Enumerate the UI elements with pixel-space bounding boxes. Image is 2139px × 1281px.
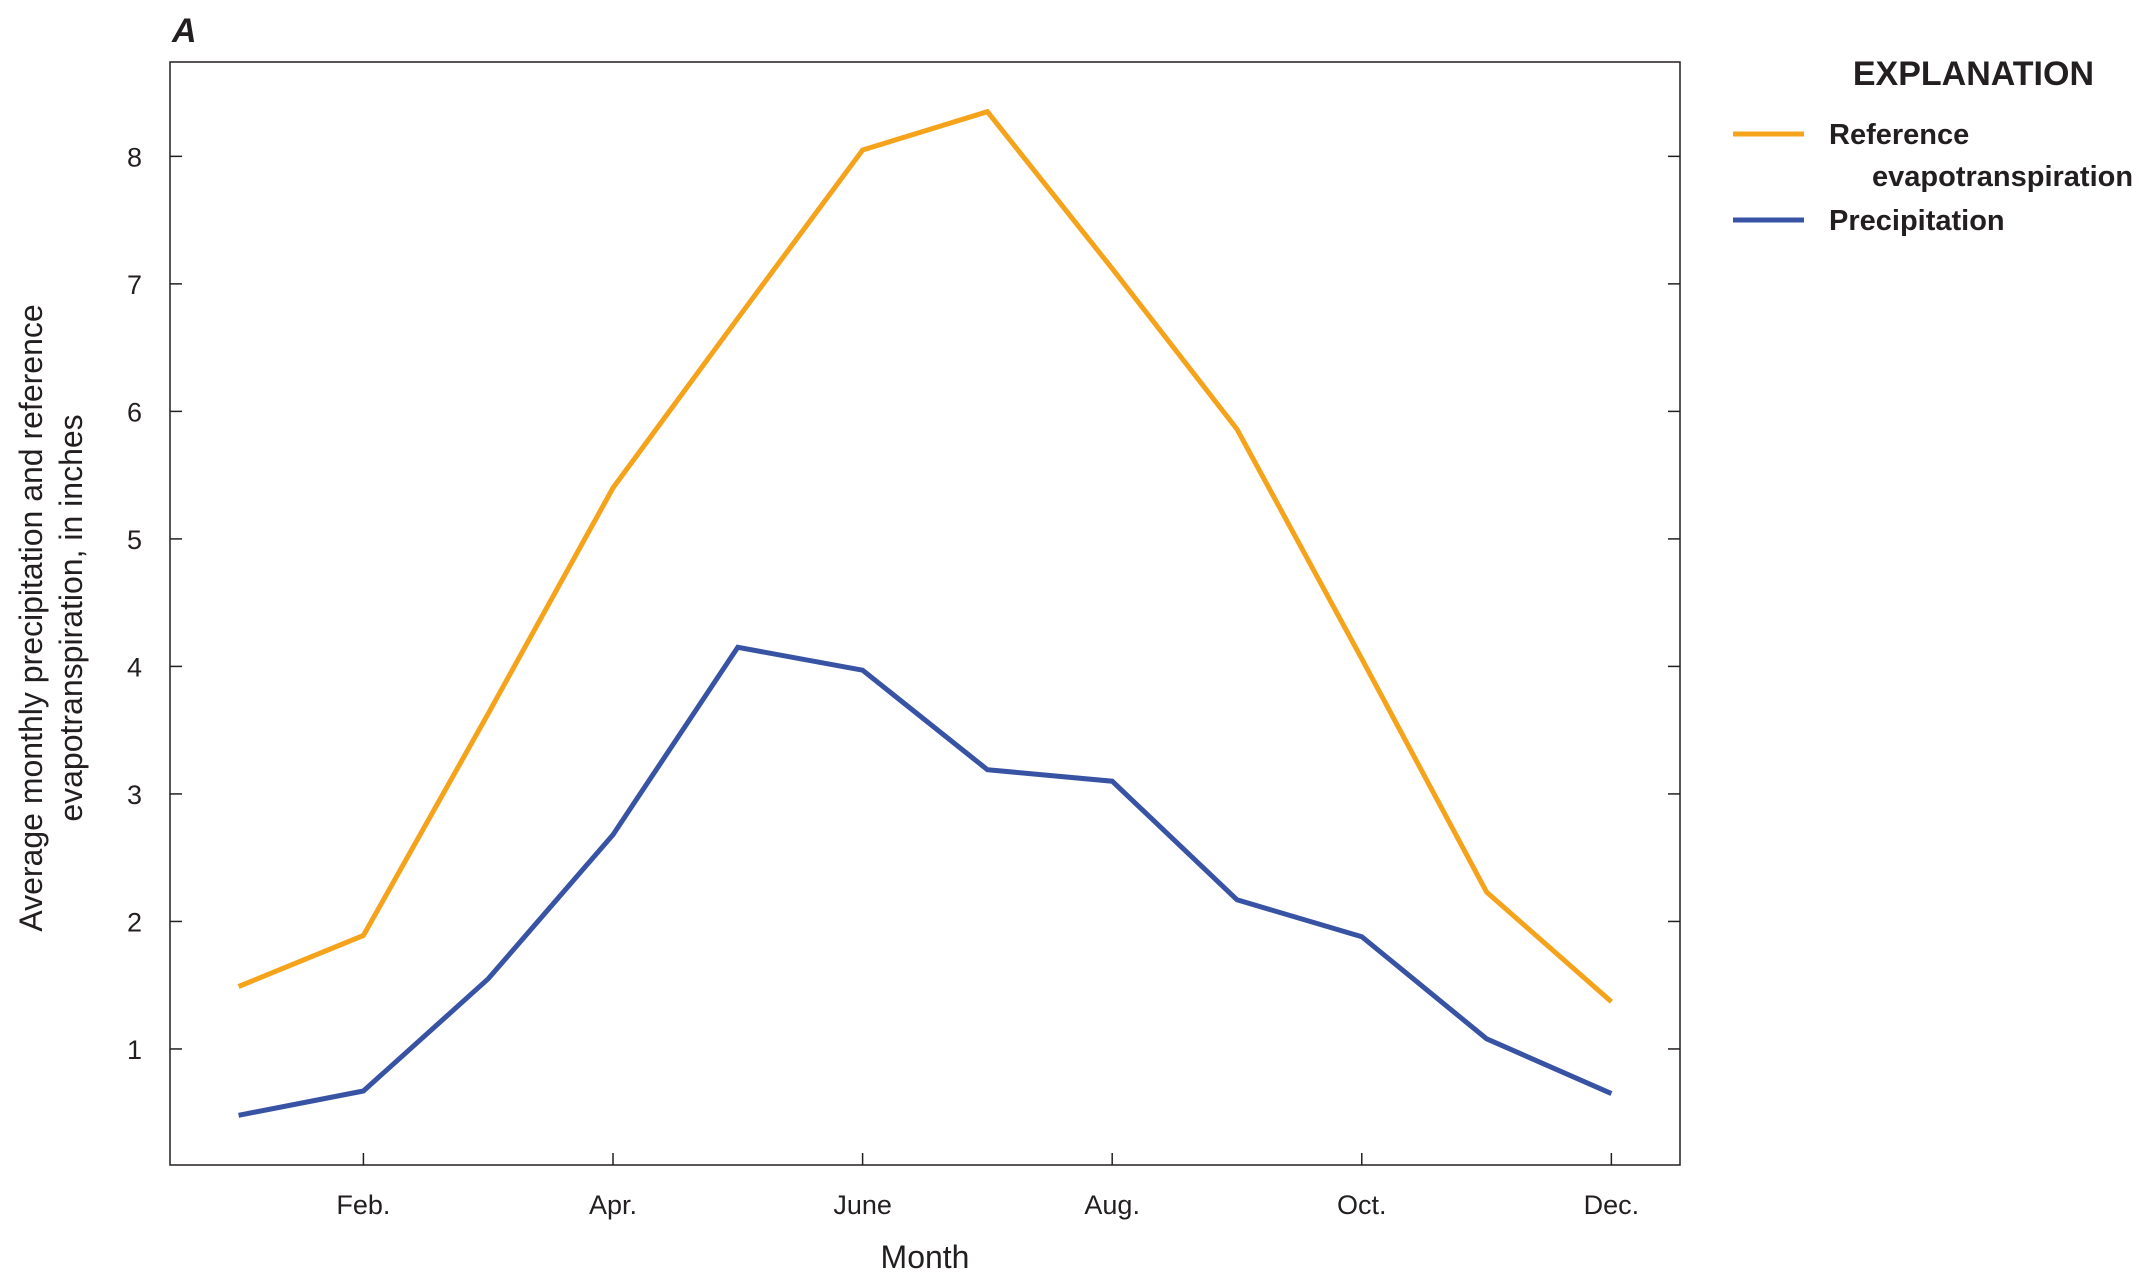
x-tick-label: Apr. <box>589 1190 637 1220</box>
plot-frame <box>169 61 1681 1166</box>
y-tick-label: 6 <box>127 397 142 427</box>
legend-label-reference-et-line-1: Reference <box>1829 119 1969 151</box>
precipitation-line <box>238 644 1613 1118</box>
x-tick-label: Aug. <box>1084 1190 1140 1220</box>
y-tick-label: 3 <box>127 780 142 810</box>
legend-label-reference-et-line-2: evapotranspiration <box>1872 161 2133 193</box>
y-axis-title-line-2: evapotranspiration, in inches <box>53 414 89 821</box>
y-tick-label: 8 <box>127 142 142 172</box>
y-tick-label: 5 <box>127 525 142 555</box>
reference-et-line <box>237 108 1614 1004</box>
x-axis-title: Month <box>881 1239 970 1275</box>
panel-label: A <box>171 12 197 50</box>
x-tick-label: June <box>833 1190 892 1220</box>
y-tick-label: 7 <box>127 270 142 300</box>
legend-label-precipitation: Precipitation <box>1829 205 2005 237</box>
y-axis-title-line-1: Average monthly precipitation and refere… <box>13 304 49 931</box>
y-tick-label: 4 <box>127 652 142 682</box>
x-tick-label: Oct. <box>1337 1190 1387 1220</box>
y-tick-label: 1 <box>127 1035 142 1065</box>
legend-title: EXPLANATION <box>1853 55 2094 93</box>
y-tick-label: 2 <box>127 907 142 937</box>
x-tick-label: Dec. <box>1584 1190 1640 1220</box>
x-tick-label: Feb. <box>336 1190 390 1220</box>
legend: EXPLANATION Reference evapotranspiration… <box>1733 55 2133 237</box>
